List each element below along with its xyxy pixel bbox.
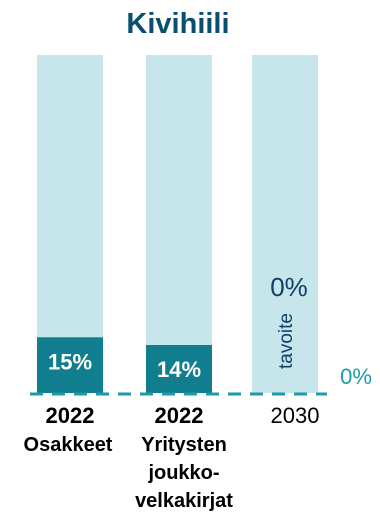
bar-background-3 [252,55,318,393]
bar-value-label-1: 15% [48,349,92,374]
bar-value-1 [37,337,103,393]
bar-value-label-2: 14% [157,357,201,382]
target-label: 0% [340,364,372,389]
category-label-2-line-2: joukko- [147,462,219,484]
target-group: 0% [30,364,372,396]
bar-value-label-3: 0% [270,272,308,302]
year-label-1: 2022 [46,403,95,428]
category-label-1-line-1: Osakkeet [24,434,113,456]
bar-note-3: tavoite [276,313,297,369]
category-labels: 2022 Osakkeet 2022 Yritysten joukko-velkakir… [24,403,320,512]
year-label-3: 2030 [271,403,320,428]
category-label-2-line-1: Yritysten [141,434,227,456]
chart-title: Kivihiili [126,8,229,40]
category-label-2-line-3: velkakirjat [135,490,233,512]
bar-background-1 [37,55,103,393]
bars-group: 15% 14% 0% tavoite [37,55,318,393]
bar-value-2 [146,345,212,393]
bar-background-2 [146,55,212,393]
year-label-2: 2022 [155,403,204,428]
